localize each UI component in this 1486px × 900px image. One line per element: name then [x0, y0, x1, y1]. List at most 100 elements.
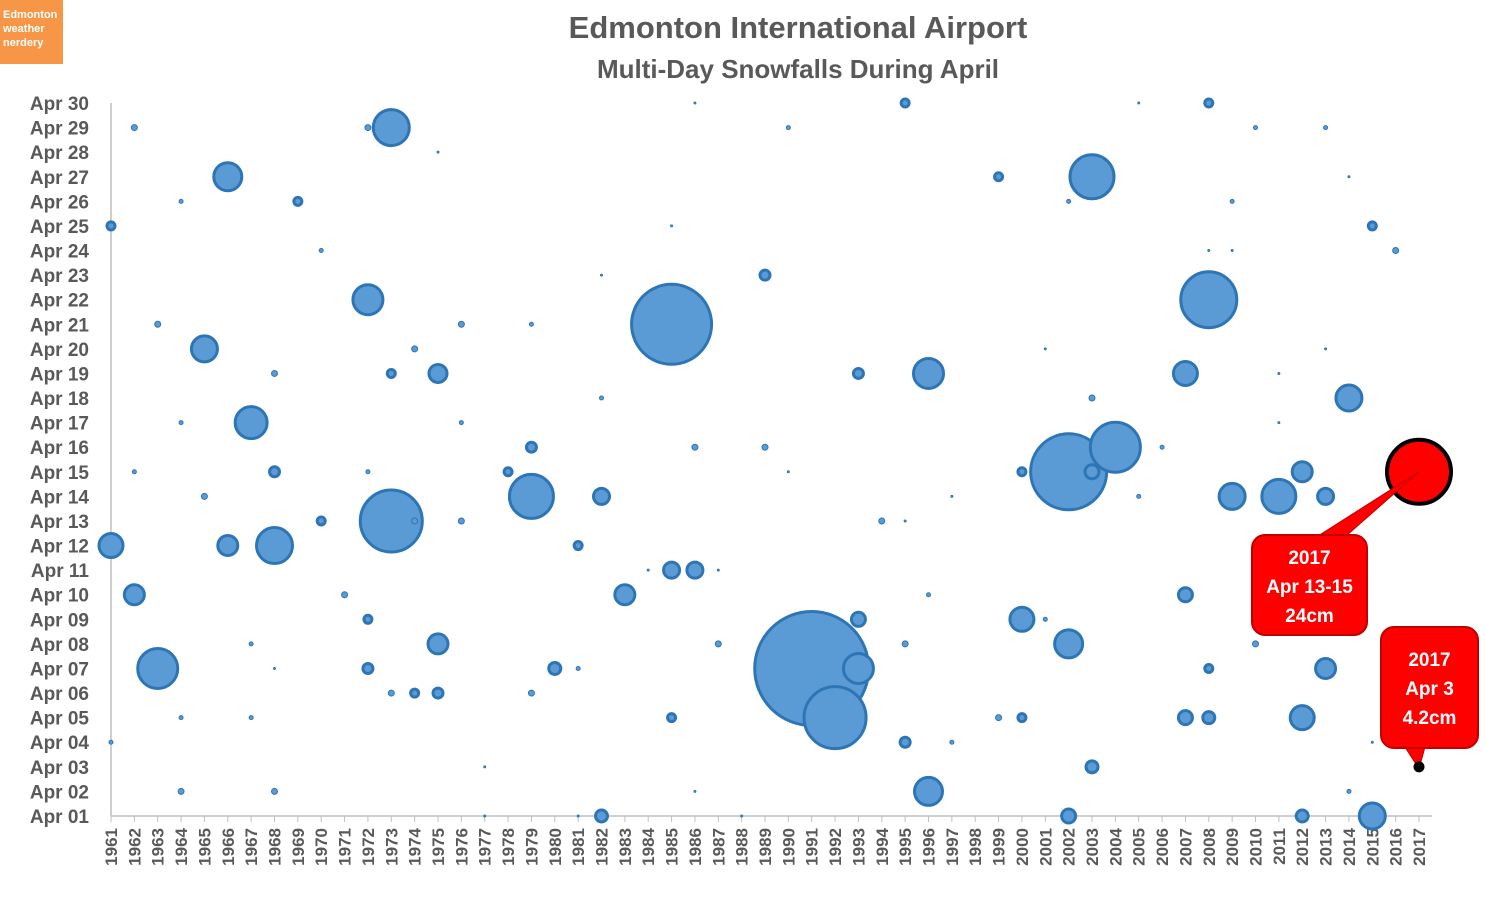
callout-line: 4.2cm — [1402, 708, 1457, 729]
y-tick-label: Apr 27 — [30, 168, 89, 189]
data-bubble — [1016, 712, 1028, 724]
data-bubble — [1334, 383, 1364, 413]
data-bubble — [1176, 586, 1194, 604]
data-bubble — [913, 775, 944, 807]
data-bubble — [318, 248, 324, 254]
data-bubble — [1088, 394, 1096, 402]
data-bubble — [1203, 97, 1215, 109]
data-bubble — [901, 640, 909, 648]
y-tick-label: Apr 07 — [30, 659, 89, 680]
data-bubble — [1042, 616, 1048, 622]
data-bubble — [458, 420, 464, 426]
x-tick-label: 1980 — [546, 828, 565, 866]
x-tick-label: 1987 — [709, 828, 728, 866]
data-bubble — [600, 273, 603, 277]
y-tick-label: Apr 10 — [30, 586, 89, 607]
data-bubble — [216, 534, 240, 558]
y-tick-label: Apr 25 — [30, 217, 90, 238]
brand-badge: Edmonton weather nerdery — [0, 0, 63, 64]
data-bubble — [411, 345, 419, 353]
chart-subtitle: Multi-Day Snowfalls During April — [596, 54, 1000, 84]
data-bubble — [851, 366, 865, 380]
x-tick-label: 1967 — [242, 828, 261, 866]
data-bubble — [178, 715, 184, 721]
x-tick-label: 2008 — [1200, 828, 1219, 866]
x-tick-label: 1999 — [990, 828, 1009, 866]
data-bubble — [1137, 101, 1141, 105]
y-tick-label: Apr 21 — [30, 315, 90, 336]
data-bubble — [122, 583, 146, 607]
data-bubble — [1277, 421, 1281, 425]
data-bubble — [903, 519, 907, 523]
x-tick-label: 1969 — [289, 828, 308, 866]
y-tick-label: Apr 23 — [30, 266, 89, 287]
data-bubble — [714, 640, 722, 648]
x-tick-label: 1995 — [896, 828, 915, 866]
data-bubble — [483, 814, 487, 818]
data-bubble — [365, 469, 371, 475]
y-tick-label: Apr 26 — [30, 192, 89, 213]
y-tick-label: Apr 24 — [30, 242, 90, 263]
data-bubble — [685, 560, 705, 580]
data-bubble — [1066, 198, 1072, 204]
data-bubble — [528, 321, 534, 327]
x-tick-label: 1977 — [476, 828, 495, 866]
data-bubble — [849, 610, 867, 628]
data-bubble — [507, 472, 555, 520]
x-tick-label: 1964 — [172, 827, 191, 865]
x-tick-label: 1989 — [756, 828, 775, 866]
data-bubble — [502, 466, 514, 478]
x-tick-label: 1971 — [336, 828, 355, 866]
data-bubble — [315, 515, 327, 527]
data-bubble — [1230, 249, 1234, 253]
y-tick-label: Apr 02 — [30, 782, 89, 803]
data-bubble — [1357, 801, 1387, 831]
x-tick-label: 2001 — [1036, 828, 1055, 866]
data-bubble — [716, 568, 720, 572]
data-bubble — [758, 268, 772, 282]
data-bubble — [666, 712, 678, 724]
y-tick-label: Apr 03 — [30, 758, 89, 779]
data-bubble — [785, 125, 791, 131]
data-bubble — [271, 369, 278, 377]
x-tick-label: 2012 — [1293, 828, 1312, 866]
data-bubble — [351, 283, 385, 317]
data-bubble — [1179, 270, 1239, 330]
x-tick-label: 1973 — [382, 828, 401, 866]
x-tick-label: 1990 — [779, 828, 798, 866]
y-tick-label: Apr 30 — [30, 94, 89, 115]
data-bubble — [1294, 808, 1310, 824]
data-bubble — [594, 808, 609, 824]
data-bubble — [1207, 249, 1211, 253]
data-bubble — [178, 198, 184, 204]
data-bubble — [630, 282, 714, 366]
data-bubble — [1290, 460, 1314, 484]
x-tick-label: 1992 — [826, 828, 845, 866]
x-tick-label: 2009 — [1223, 828, 1242, 866]
data-bubble — [740, 814, 744, 818]
data-bubble — [662, 560, 682, 580]
data-bubble — [691, 443, 699, 451]
data-bubble — [1060, 807, 1078, 825]
data-bubble — [1203, 662, 1215, 674]
y-tick-label: Apr 16 — [30, 438, 89, 459]
data-bubble — [1252, 640, 1259, 648]
x-tick-label: 2015 — [1363, 828, 1382, 866]
x-tick-label: 1963 — [149, 828, 168, 866]
x-tick-label: 1996 — [920, 828, 939, 866]
x-tick-label: 2013 — [1317, 828, 1336, 866]
x-tick-label: 2010 — [1247, 828, 1266, 866]
x-tick-label: 1970 — [312, 828, 331, 866]
data-bubble — [178, 420, 184, 426]
data-bubble — [483, 765, 487, 769]
x-tick-label: 1984 — [639, 827, 658, 865]
data-bubble — [1260, 477, 1298, 515]
data-bubble — [387, 689, 395, 697]
data-bubble — [409, 687, 421, 699]
x-tick-label: 1975 — [429, 828, 448, 866]
data-bubble — [385, 367, 397, 379]
data-bubble — [1159, 444, 1165, 450]
x-tick-label: 1991 — [803, 828, 822, 866]
x-tick-label: 1993 — [849, 828, 868, 866]
data-bubble — [411, 517, 419, 525]
